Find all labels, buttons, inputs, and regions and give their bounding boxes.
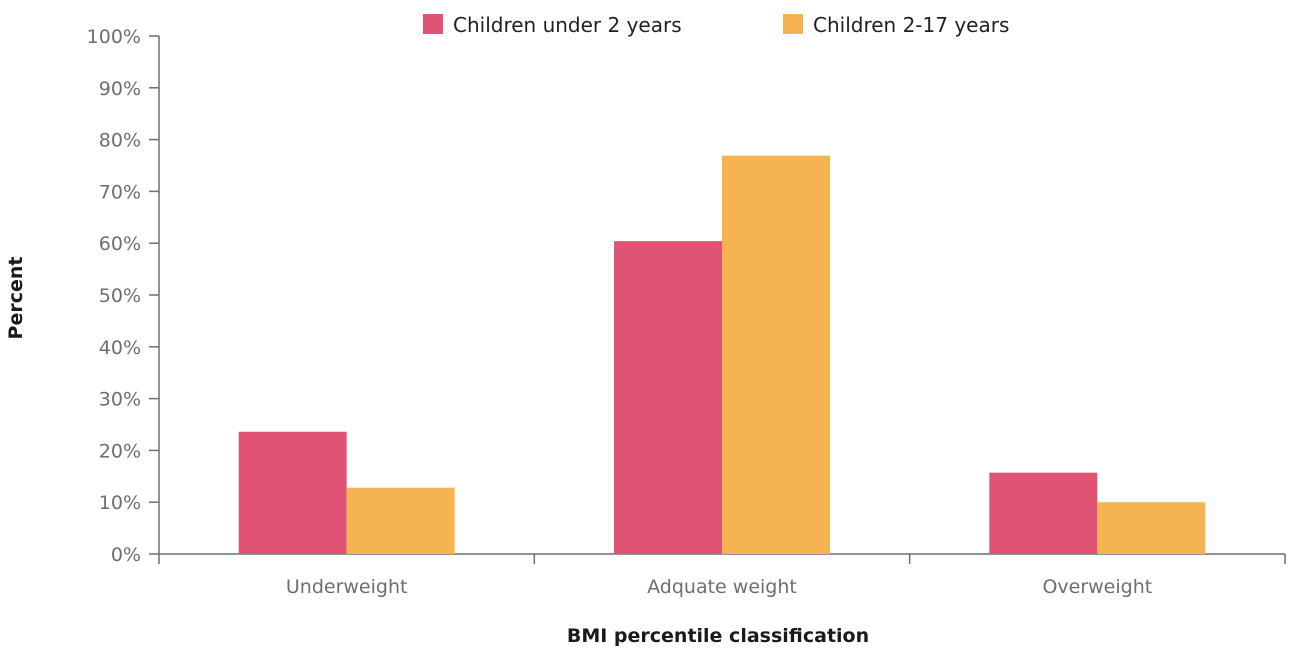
y-tick-label: 50% bbox=[99, 285, 141, 307]
x-category-label: Underweight bbox=[286, 576, 408, 598]
y-tick-label: 70% bbox=[99, 181, 141, 203]
y-axis-title: Percent bbox=[5, 257, 27, 340]
x-axis: Underweight Adquate weight Overweight bbox=[158, 553, 1286, 598]
y-tick-label: 0% bbox=[111, 544, 141, 566]
y-tick-label: 20% bbox=[99, 440, 141, 462]
legend-label: Children under 2 years bbox=[453, 13, 682, 37]
y-tick-label: 100% bbox=[87, 26, 141, 48]
bar bbox=[722, 155, 830, 554]
y-tick-label: 60% bbox=[99, 233, 141, 255]
legend-label: Children 2-17 years bbox=[813, 13, 1009, 37]
legend-swatch bbox=[423, 14, 443, 34]
legend: Children under 2 years Children 2-17 year… bbox=[423, 13, 1009, 37]
bar bbox=[238, 431, 347, 554]
bar bbox=[346, 487, 455, 554]
x-axis-title: BMI percentile classification bbox=[567, 625, 869, 647]
y-tick-label: 40% bbox=[99, 337, 141, 359]
bar bbox=[614, 241, 722, 555]
x-category-label: Adquate weight bbox=[647, 576, 797, 598]
y-tick-label: 90% bbox=[99, 78, 141, 100]
y-tick-label: 10% bbox=[99, 492, 141, 514]
y-tick-label: 80% bbox=[99, 130, 141, 152]
legend-swatch bbox=[783, 14, 803, 34]
x-category-label: Overweight bbox=[1042, 576, 1152, 598]
y-axis: 0% 10% 20% 30% 40% 50% 60% 70% 80% 90% 100% bbox=[87, 26, 160, 566]
bar bbox=[1097, 502, 1206, 554]
bars bbox=[238, 155, 1206, 555]
y-tick-label: 30% bbox=[99, 389, 141, 411]
bar bbox=[989, 472, 1098, 554]
